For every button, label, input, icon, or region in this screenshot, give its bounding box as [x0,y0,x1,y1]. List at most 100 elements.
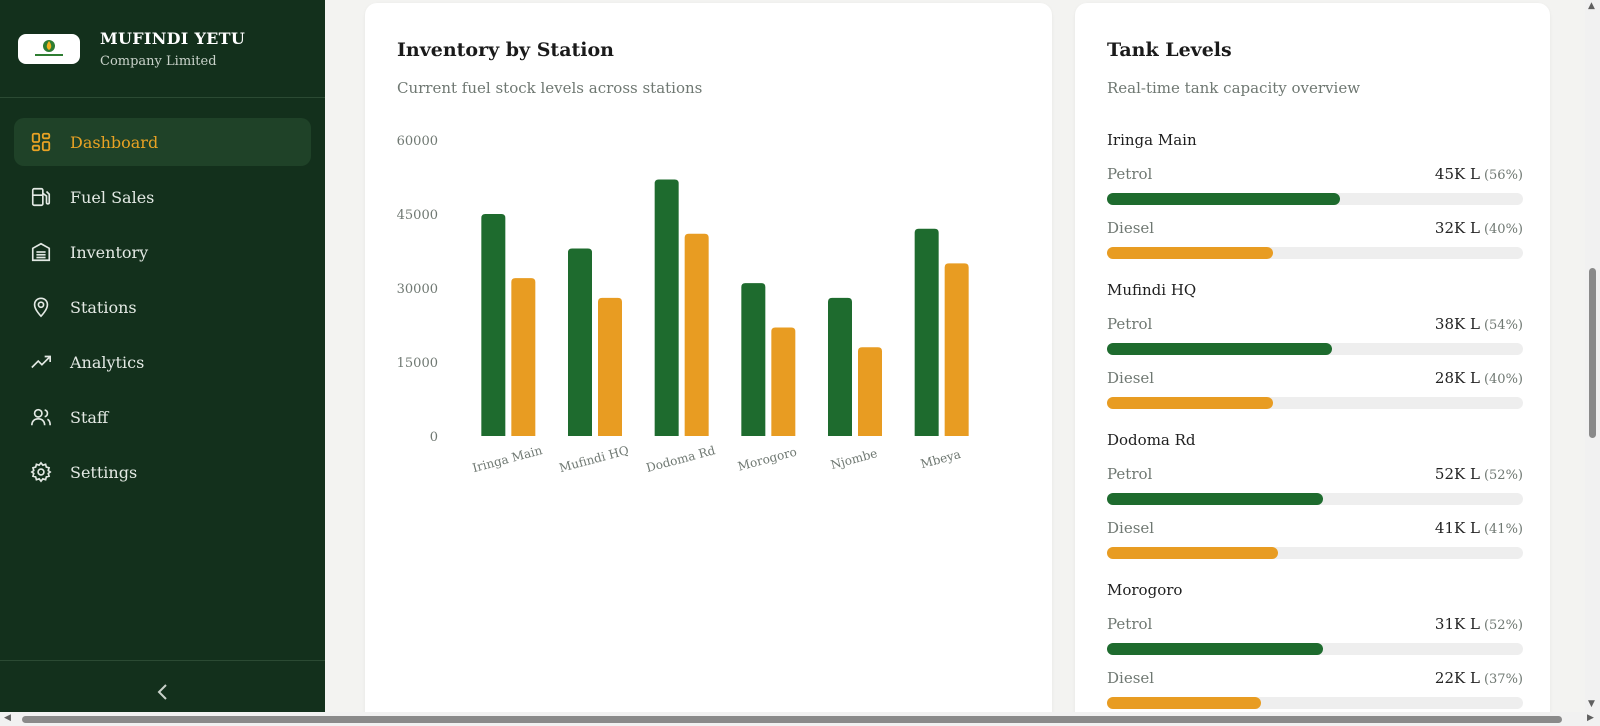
fuel-type-label: Diesel [1107,519,1155,537]
bar-petrol[interactable] [654,179,679,436]
fuel-type-label: Petrol [1107,465,1153,483]
bar-diesel[interactable] [771,327,796,436]
tank-level-fill [1107,697,1261,709]
tank-level-track [1107,247,1523,259]
nav-item-analytics[interactable]: Analytics [14,338,311,386]
fuel-amount: 32K L [1434,219,1480,237]
inventory-bar-chart: 0 15000 30000 45000 60000 Iringa Main Mufindi … [397,134,969,475]
fuel-amount: 22K L [1434,669,1480,687]
x-tick-label: Iringa Main [471,443,544,475]
sidebar-collapse-button[interactable] [0,660,325,726]
bar-diesel[interactable] [511,278,536,436]
fuel-pump-icon [28,184,54,210]
tank-level-fill [1107,247,1274,259]
horizontal-scrollbar[interactable]: ◀ ▶ [0,712,1600,726]
fuel-percent: (40%) [1483,372,1523,387]
scroll-left-arrow-icon[interactable]: ◀ [4,713,11,723]
bar-diesel[interactable] [944,263,969,436]
fuel-percent: (37%) [1483,672,1523,687]
fuel-amount: 28K L [1434,369,1480,387]
tank-levels-title: Tank Levels [1107,39,1232,61]
fuel-type-label: Diesel [1107,219,1155,237]
nav-item-fuel-sales[interactable]: Fuel Sales [14,173,311,221]
main-nav: Dashboard Fuel Sales Inventory [0,98,325,496]
tank-level-fill [1107,193,1340,205]
bar-petrol[interactable] [481,214,506,436]
tank-fuel-row: Diesel 22K L (37%) [1107,669,1523,687]
tank-station: Dodoma Rd Petrol 52K L (52%) Diesel 41K L (41%… [1107,431,1523,559]
nav-label: Analytics [70,352,145,372]
tank-station-name: Iringa Main [1107,131,1197,149]
fuel-type-label: Diesel [1107,669,1155,687]
nav-label: Fuel Sales [70,187,155,207]
bar-petrol[interactable] [741,283,766,436]
x-tick-label: Morogoro [736,445,798,474]
bar-diesel[interactable] [598,297,622,436]
y-tick-label: 60000 [397,134,438,149]
gear-icon [28,459,54,485]
brand-subtitle: Company Limited [100,53,217,69]
tank-levels-subtitle: Real-time tank capacity overview [1107,79,1361,97]
tank-level-fill [1107,397,1274,409]
tank-level-track [1107,193,1523,205]
tank-level-track [1107,643,1523,655]
sidebar: MUFINDI YETU Company Limited Dashboard F… [0,0,325,726]
nav-item-staff[interactable]: Staff [14,393,311,441]
bar-diesel[interactable] [684,233,709,436]
scroll-up-arrow-icon[interactable]: ▲ [1588,1,1595,11]
bar-petrol[interactable] [828,297,852,436]
tank-station-name: Dodoma Rd [1107,431,1196,449]
scroll-right-arrow-icon[interactable]: ▶ [1587,713,1594,723]
fuel-amount-group: 32K L (40%) [1435,219,1523,237]
tank-fuel-row: Petrol 38K L (54%) [1107,315,1523,333]
vertical-scrollbar[interactable]: ▲ ▼ [1585,0,1600,712]
trending-up-icon [28,349,54,375]
nav-label: Settings [70,462,138,482]
warehouse-icon [28,239,54,265]
tank-level-track [1107,397,1523,409]
fuel-amount-group: 45K L (56%) [1435,165,1523,183]
nav-item-dashboard[interactable]: Dashboard [14,118,311,166]
nav-item-inventory[interactable]: Inventory [14,228,311,276]
bar-petrol[interactable] [568,248,592,436]
scroll-down-arrow-icon[interactable]: ▼ [1588,699,1595,709]
fuel-percent: (41%) [1483,522,1523,537]
y-tick-label: 30000 [397,282,438,297]
x-tick-label: Mbeya [919,447,962,471]
inventory-subtitle: Current fuel stock levels across station… [397,79,703,97]
tank-station-name: Mufindi HQ [1107,281,1197,299]
fuel-percent: (52%) [1483,618,1523,633]
fuel-amount: 52K L [1434,465,1480,483]
nav-item-settings[interactable]: Settings [14,448,311,496]
fuel-amount-group: 41K L (41%) [1435,519,1523,537]
x-tick-label: Dodoma Rd [645,443,717,475]
fuel-percent: (40%) [1483,222,1523,237]
y-tick-label: 15000 [397,356,438,371]
x-tick-label: Mufindi HQ [558,443,631,475]
fuel-percent: (56%) [1483,168,1523,183]
horizontal-scroll-thumb[interactable] [22,716,1562,723]
nav-label: Inventory [70,242,149,262]
fuel-amount-group: 31K L (52%) [1435,615,1523,633]
fuel-type-label: Petrol [1107,165,1153,183]
fuel-amount: 45K L [1434,165,1480,183]
tank-level-track [1107,697,1523,709]
fuel-type-label: Petrol [1107,615,1153,633]
map-pin-icon [28,294,54,320]
tank-station-name: Morogoro [1107,581,1183,599]
nav-item-stations[interactable]: Stations [14,283,311,331]
tank-level-fill [1107,493,1324,505]
fuel-type-label: Petrol [1107,315,1153,333]
x-tick-label: Njombe [829,446,879,472]
tank-levels-card: Tank Levels Real-time tank capacity over… [1075,3,1550,726]
tank-level-fill [1107,643,1324,655]
tank-level-track [1107,547,1523,559]
fuel-amount-group: 52K L (52%) [1435,465,1523,483]
bar-petrol[interactable] [914,228,939,436]
vertical-scroll-thumb[interactable] [1589,268,1596,438]
tank-fuel-row: Diesel 28K L (40%) [1107,369,1523,387]
fuel-amount: 41K L [1434,519,1480,537]
inventory-title: Inventory by Station [397,39,614,61]
bar-diesel[interactable] [858,347,882,436]
tank-fuel-row: Diesel 41K L (41%) [1107,519,1523,537]
